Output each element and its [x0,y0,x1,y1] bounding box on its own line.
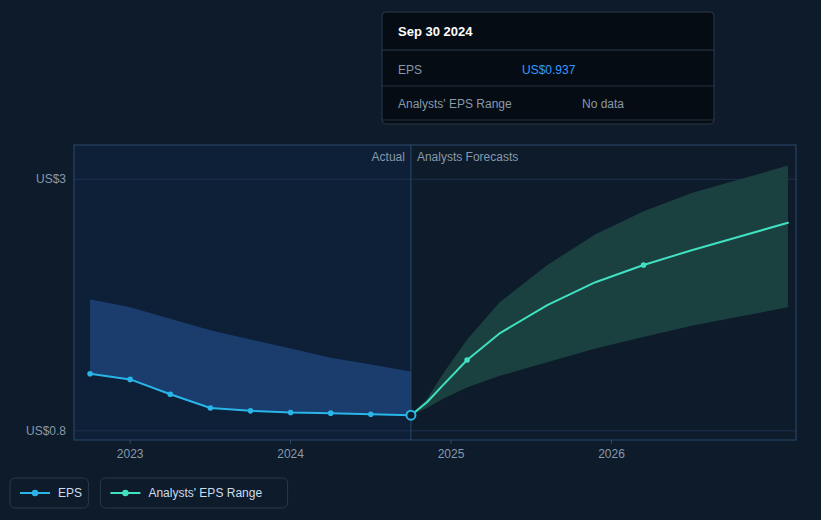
legend-swatch-dot [32,490,38,496]
region-label: Analysts Forecasts [417,150,518,164]
chart: US$0.8 US$3 2023 2024 2025 2026 Actual Analysts… [0,0,821,520]
tooltip-label: EPS [398,63,422,77]
region-label: Actual [372,150,405,164]
legend-label: EPS [58,486,82,500]
y-tick-label: US$0.8 [26,424,66,438]
legend-box [100,478,287,508]
data-point [328,410,334,416]
eps-line [411,223,788,415]
x-tick [130,440,131,444]
data-point [288,410,294,416]
divider-line [410,145,411,440]
tooltip-box [382,12,714,124]
background [0,0,821,520]
legend: EPS Analysts' EPS Range [10,478,288,508]
tooltip-title: Sep 30 2024 [398,24,473,39]
tooltip-divider [382,50,714,51]
x-tick-label: 2023 [117,447,144,461]
data-point [368,411,374,417]
x-tick [451,440,452,444]
x-tick [290,440,291,444]
eps-line [90,374,411,416]
plot-frame [74,145,796,440]
y-tick-label: US$3 [36,172,66,186]
tooltip-divider [382,86,714,87]
x-tick [611,440,612,444]
data-point [208,405,214,411]
tooltip-divider [382,120,714,121]
data-point [641,262,647,268]
boundary-point [406,411,415,420]
plot-area [74,145,796,440]
data-point [248,408,254,414]
tooltip-value: US$0.937 [522,63,576,77]
legend-label: Analysts' EPS Range [148,486,262,500]
range-band [90,299,411,415]
tooltip: Sep 30 2024 EPS US$0.937 Analysts' EPS Rang… [382,12,714,124]
tooltip-label: Analysts' EPS Range [398,97,512,111]
tooltip-value: No data [582,97,624,111]
actual-region [74,145,411,440]
range-band [411,166,788,416]
data-point [464,357,470,363]
x-tick-label: 2024 [277,447,304,461]
data-point [167,391,173,397]
data-point [127,377,133,383]
data-point [87,371,93,377]
x-tick-label: 2025 [438,447,465,461]
legend-box [10,478,88,508]
grid-line [74,179,796,180]
grid-line [74,430,796,431]
legend-swatch-dot [122,490,128,496]
x-tick-label: 2026 [598,447,625,461]
